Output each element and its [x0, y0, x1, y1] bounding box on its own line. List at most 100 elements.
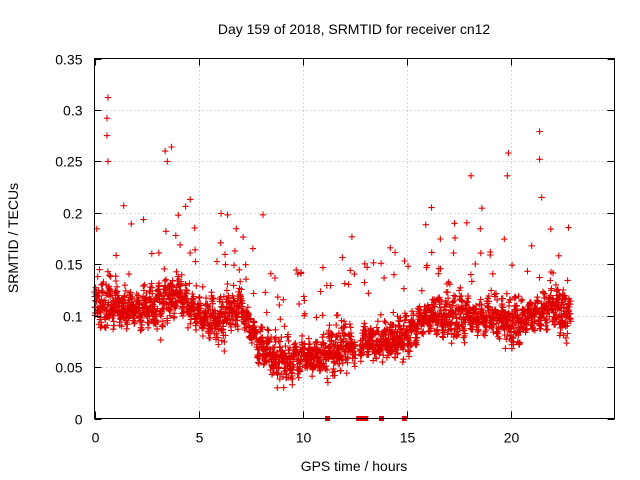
data-point: [121, 282, 129, 289]
data-point: [485, 298, 493, 305]
data-point: [439, 333, 446, 340]
data-point: [547, 225, 554, 233]
data-point: [499, 295, 506, 302]
data-point: [227, 299, 234, 306]
data-point: [566, 303, 573, 311]
data-point: [225, 310, 232, 318]
data-point: [339, 254, 346, 261]
data-point: [234, 326, 242, 333]
y-tick-label: 0: [75, 412, 83, 428]
data-point: [103, 307, 110, 314]
data-point: [104, 322, 111, 329]
data-point: [331, 359, 339, 366]
data-point: [229, 316, 237, 323]
data-point: [501, 235, 508, 243]
data-point: [563, 339, 570, 347]
data-point: [182, 203, 189, 210]
data-point: [206, 303, 213, 311]
data-point: [431, 303, 438, 310]
data-point: [456, 287, 463, 294]
data-point: [408, 316, 415, 323]
data-point: [317, 288, 324, 295]
data-point: [209, 300, 216, 307]
data-point: [143, 289, 150, 297]
data-point: [103, 132, 111, 139]
data-point: [183, 287, 191, 295]
data-point: [273, 369, 280, 376]
data-point: [361, 260, 368, 267]
data-point: [308, 373, 316, 380]
data-point: [370, 259, 377, 266]
data-point: [231, 247, 239, 255]
data-point: [210, 295, 217, 302]
data-point: [186, 280, 193, 287]
data-point: [274, 384, 281, 391]
data-point: [187, 196, 194, 203]
data-point: [230, 262, 238, 269]
data-point: [148, 284, 156, 291]
axes: [94, 58, 615, 419]
data-point: [401, 317, 408, 324]
data-point: [390, 271, 398, 278]
plot-frame: [94, 58, 615, 419]
data-point: [451, 234, 459, 242]
data-point: [543, 319, 551, 326]
data-point: [400, 356, 407, 363]
data-point: [515, 293, 522, 300]
data-point: [237, 278, 244, 285]
data-point: [298, 332, 306, 340]
data-point: [438, 298, 445, 306]
data-point: [279, 373, 287, 381]
data-point: [400, 322, 407, 329]
data-point: [420, 328, 427, 335]
x-tick-label: 10: [296, 430, 312, 446]
data-point: [259, 334, 266, 341]
data-point: [489, 324, 496, 332]
data-point: [519, 296, 526, 303]
data-point: [331, 368, 338, 375]
data-point: [337, 367, 344, 374]
data-point: [231, 298, 238, 305]
data-point: [343, 370, 350, 377]
x-axis-label: GPS time / hours: [301, 458, 408, 474]
data-point: [463, 219, 470, 226]
data-point: [282, 367, 289, 374]
data-point: [213, 330, 220, 337]
data-point: [361, 320, 368, 327]
data-point: [334, 311, 341, 319]
data-point: [492, 290, 500, 297]
data-point: [286, 344, 294, 351]
data-point: [467, 172, 475, 179]
data-point: [498, 308, 505, 315]
data-point: [505, 149, 512, 157]
data-point: [472, 260, 479, 268]
data-point: [199, 283, 206, 290]
data-point: [122, 287, 129, 295]
data-point: [564, 277, 571, 284]
data-point: [562, 334, 570, 342]
data-point: [434, 329, 441, 337]
data-point: [285, 374, 292, 381]
data-point: [168, 281, 175, 289]
data-point: [173, 302, 180, 310]
data-point: [536, 128, 543, 135]
data-point: [475, 327, 482, 334]
data-point: [265, 327, 272, 334]
data-point: [166, 286, 173, 294]
data-point: [373, 355, 380, 362]
data-point: [503, 290, 510, 297]
data-point: [512, 294, 519, 301]
data-point: [489, 270, 496, 277]
y-tick-label: 0.35: [55, 52, 82, 68]
data-point: [186, 249, 194, 257]
data-point: [546, 313, 553, 320]
data-point: [177, 278, 185, 285]
data-point: [508, 345, 516, 352]
data-point: [357, 358, 365, 365]
data-point: [337, 352, 344, 359]
data-point: [547, 277, 554, 284]
data-point: [155, 249, 163, 257]
data-point: [228, 327, 235, 334]
data-point: [508, 262, 516, 269]
